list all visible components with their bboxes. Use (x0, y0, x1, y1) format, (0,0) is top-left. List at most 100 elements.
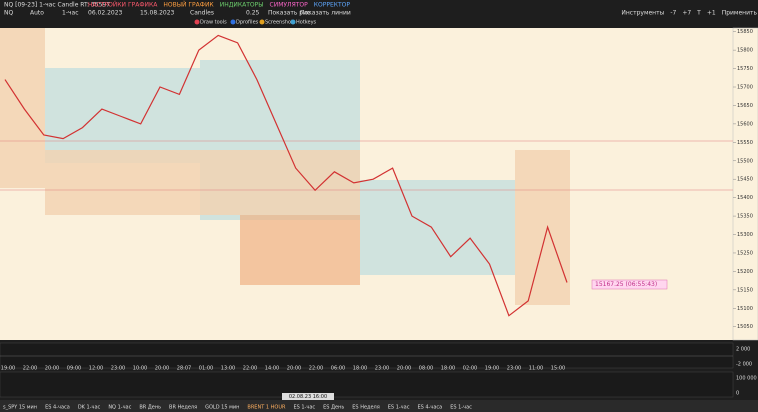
price-tick-label: 15500 (737, 158, 753, 164)
time-label: 18:00 (353, 366, 367, 372)
time-label: 23:00 (111, 366, 125, 372)
time-label: 20:00 (155, 366, 169, 372)
delta-axis-label: -2 000 (736, 362, 752, 368)
menu-item[interactable]: НОВЫЙ ГРАФИК (163, 2, 214, 9)
setting-field[interactable]: Показать линии (300, 10, 351, 17)
price-tick-label: 15300 (737, 232, 753, 238)
delta-axis-label: 2 000 (736, 347, 750, 353)
setting-field[interactable]: Auto (30, 10, 44, 17)
tab[interactable]: DK 1-час (78, 405, 101, 411)
setting-field[interactable]: 0.25 (246, 10, 260, 17)
time-label: 02:00 (463, 366, 477, 372)
time-label: 11:00 (529, 366, 543, 372)
price-tick-label: 15650 (737, 103, 753, 109)
time-label: 23:00 (375, 366, 389, 372)
price-tick-label: 15600 (737, 121, 753, 127)
tab[interactable]: BRENT 1 HOUR (247, 405, 286, 411)
profile-zone (240, 215, 360, 285)
tab[interactable]: ES 4-часа (417, 405, 442, 411)
setting-field[interactable]: 1-час (62, 10, 79, 17)
toolbar-button[interactable]: T (696, 10, 701, 17)
time-label: 12:00 (89, 366, 103, 372)
time-label: 19:00 (485, 366, 499, 372)
price-tick-label: 15050 (737, 324, 753, 330)
time-cursor: 02.08.23 16:00 (289, 394, 327, 400)
price-tick-label: 15550 (737, 140, 753, 146)
time-label: 10:00 (133, 366, 147, 372)
tab[interactable]: ES 1-час (293, 405, 315, 411)
tab[interactable]: ES Неделя (352, 405, 380, 411)
price-tick-label: 15850 (737, 29, 753, 35)
time-label: 23:00 (507, 366, 521, 372)
tool-icon[interactable] (290, 19, 296, 25)
price-tick-label: 15100 (737, 306, 753, 312)
tab[interactable]: BR День (139, 405, 161, 411)
time-label: 06:00 (331, 366, 345, 372)
profile-zone (515, 150, 570, 305)
current-price: 15167.25 (06:55:43) (595, 281, 657, 288)
menu-item[interactable]: СИМУЛЯТОР (270, 2, 309, 9)
setting-field[interactable]: 06.02.2023 (88, 10, 123, 17)
time-label: 20:00 (45, 366, 59, 372)
delta-panel (0, 342, 734, 369)
toolbar-button[interactable]: Применить (722, 10, 758, 17)
tool-icon[interactable] (259, 19, 265, 25)
time-label: 28:07 (177, 366, 191, 372)
time-label: 20:00 (397, 366, 411, 372)
profile-zone (0, 28, 45, 188)
time-label: 22:00 (309, 366, 323, 372)
price-tick-label: 15700 (737, 85, 753, 91)
tool-button[interactable]: Screenshot (265, 20, 293, 26)
tab[interactable]: ES 1-час (388, 405, 410, 411)
time-label: 14:00 (265, 366, 279, 372)
price-tick-label: 15200 (737, 269, 753, 275)
setting-field[interactable]: NQ (4, 10, 13, 17)
time-label: 20:00 (287, 366, 301, 372)
volume-axis-label: 100 000 (736, 376, 757, 382)
time-label: 19:00 (1, 366, 15, 372)
tab[interactable]: s_SPY 15 мин (3, 405, 37, 411)
time-label: 15:00 (551, 366, 565, 372)
setting-field[interactable]: 15.08.2023 (140, 10, 175, 17)
tab-bar (0, 400, 758, 412)
price-tick-label: 15250 (737, 250, 753, 256)
tab[interactable]: GOLD 15 мин (205, 405, 239, 411)
price-tick-label: 15400 (737, 195, 753, 201)
time-label: 18:00 (441, 366, 455, 372)
tab[interactable]: BR Неделя (169, 405, 197, 411)
tool-icon[interactable] (194, 19, 200, 25)
setting-field[interactable]: Candles (190, 10, 214, 17)
tool-button[interactable]: Draw tools (200, 20, 227, 26)
window-title: NQ [09-23] 1-час Candle RT: 35597 (4, 2, 110, 9)
volume-axis-label: 0 (736, 391, 739, 397)
tab[interactable]: ES 4-часа (45, 405, 70, 411)
tab[interactable]: NQ 1-час (108, 405, 131, 411)
tool-button[interactable]: Hotkeys (296, 20, 317, 26)
tab[interactable]: ES День (323, 405, 344, 411)
menu-item[interactable]: ИНДИКАТОРЫ (220, 2, 264, 9)
price-tick-label: 15800 (737, 48, 753, 54)
profile-zone (45, 68, 200, 163)
toolbar-button[interactable]: Инструменты (621, 10, 664, 17)
price-tag (591, 279, 668, 290)
price-axis (732, 27, 758, 341)
time-label: 09:00 (67, 366, 81, 372)
time-label: 08:00 (419, 366, 433, 372)
time-label: 22:00 (243, 366, 257, 372)
toolbar-button[interactable]: -7 (670, 10, 676, 17)
tool-button[interactable]: Dprofiles (236, 20, 259, 26)
toolbar-button[interactable]: +1 (707, 10, 716, 17)
time-cursor-box (282, 393, 334, 400)
menu-item[interactable]: НАСТРОЙКИ ГРАФИКА (88, 2, 158, 9)
tool-icon[interactable] (230, 19, 236, 25)
price-line (4, 34, 568, 317)
setting-field[interactable]: Показать рис. (268, 10, 312, 17)
toolbar-button[interactable]: +7 (682, 10, 691, 17)
tab[interactable]: ES 1-час (450, 405, 472, 411)
price-tick-label: 15350 (737, 214, 753, 220)
profile-zone (45, 150, 360, 215)
profile-zone (360, 180, 515, 275)
price-tick-label: 15450 (737, 177, 753, 183)
menu-item[interactable]: КОРРЕКТОР (314, 2, 351, 9)
time-label: 01:00 (199, 366, 213, 372)
